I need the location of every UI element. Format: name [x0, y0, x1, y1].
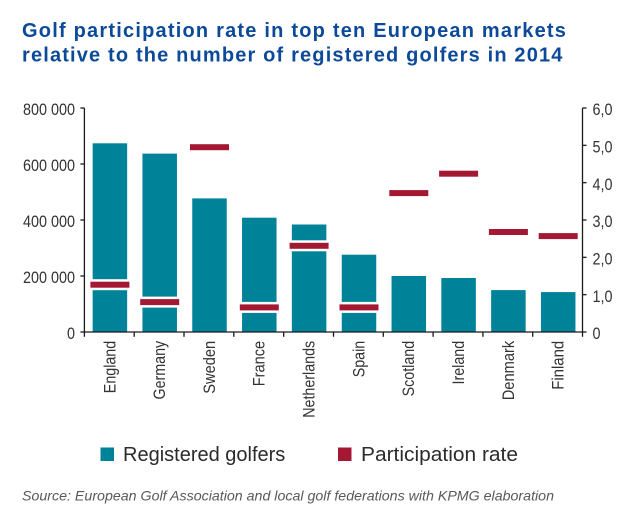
svg-text:600 000: 600 000	[23, 156, 75, 175]
svg-text:800 000: 800 000	[23, 100, 75, 119]
svg-text:relative to the number of regi: relative to the number of registered gol…	[22, 44, 564, 66]
svg-text:Denmark: Denmark	[499, 340, 518, 400]
svg-text:4,0: 4,0	[593, 175, 613, 194]
svg-text:Source: European Golf Associat: Source: European Golf Association and lo…	[22, 488, 554, 504]
svg-text:1,0: 1,0	[593, 287, 613, 306]
svg-text:Registered golfers: Registered golfers	[123, 444, 285, 466]
svg-text:Golf participation rate in top: Golf participation rate in top ten Europ…	[22, 20, 567, 42]
svg-text:Finland: Finland	[549, 341, 568, 390]
svg-text:2,0: 2,0	[593, 250, 613, 269]
svg-text:200 000: 200 000	[23, 268, 75, 287]
svg-text:France: France	[250, 341, 269, 387]
svg-text:England: England	[100, 341, 119, 393]
svg-text:Germany: Germany	[150, 340, 169, 399]
svg-text:Sweden: Sweden	[200, 341, 219, 394]
svg-text:0: 0	[593, 324, 601, 343]
svg-text:Spain: Spain	[349, 341, 368, 378]
svg-text:Scotland: Scotland	[399, 341, 418, 397]
svg-text:Ireland: Ireland	[449, 341, 468, 385]
svg-text:Participation rate: Participation rate	[361, 444, 518, 466]
svg-text:0: 0	[67, 324, 75, 343]
svg-text:400 000: 400 000	[23, 212, 75, 231]
svg-text:6,0: 6,0	[593, 100, 613, 119]
svg-text:Netherlands: Netherlands	[300, 341, 319, 418]
svg-text:5,0: 5,0	[593, 138, 613, 157]
svg-text:3,0: 3,0	[593, 212, 613, 231]
